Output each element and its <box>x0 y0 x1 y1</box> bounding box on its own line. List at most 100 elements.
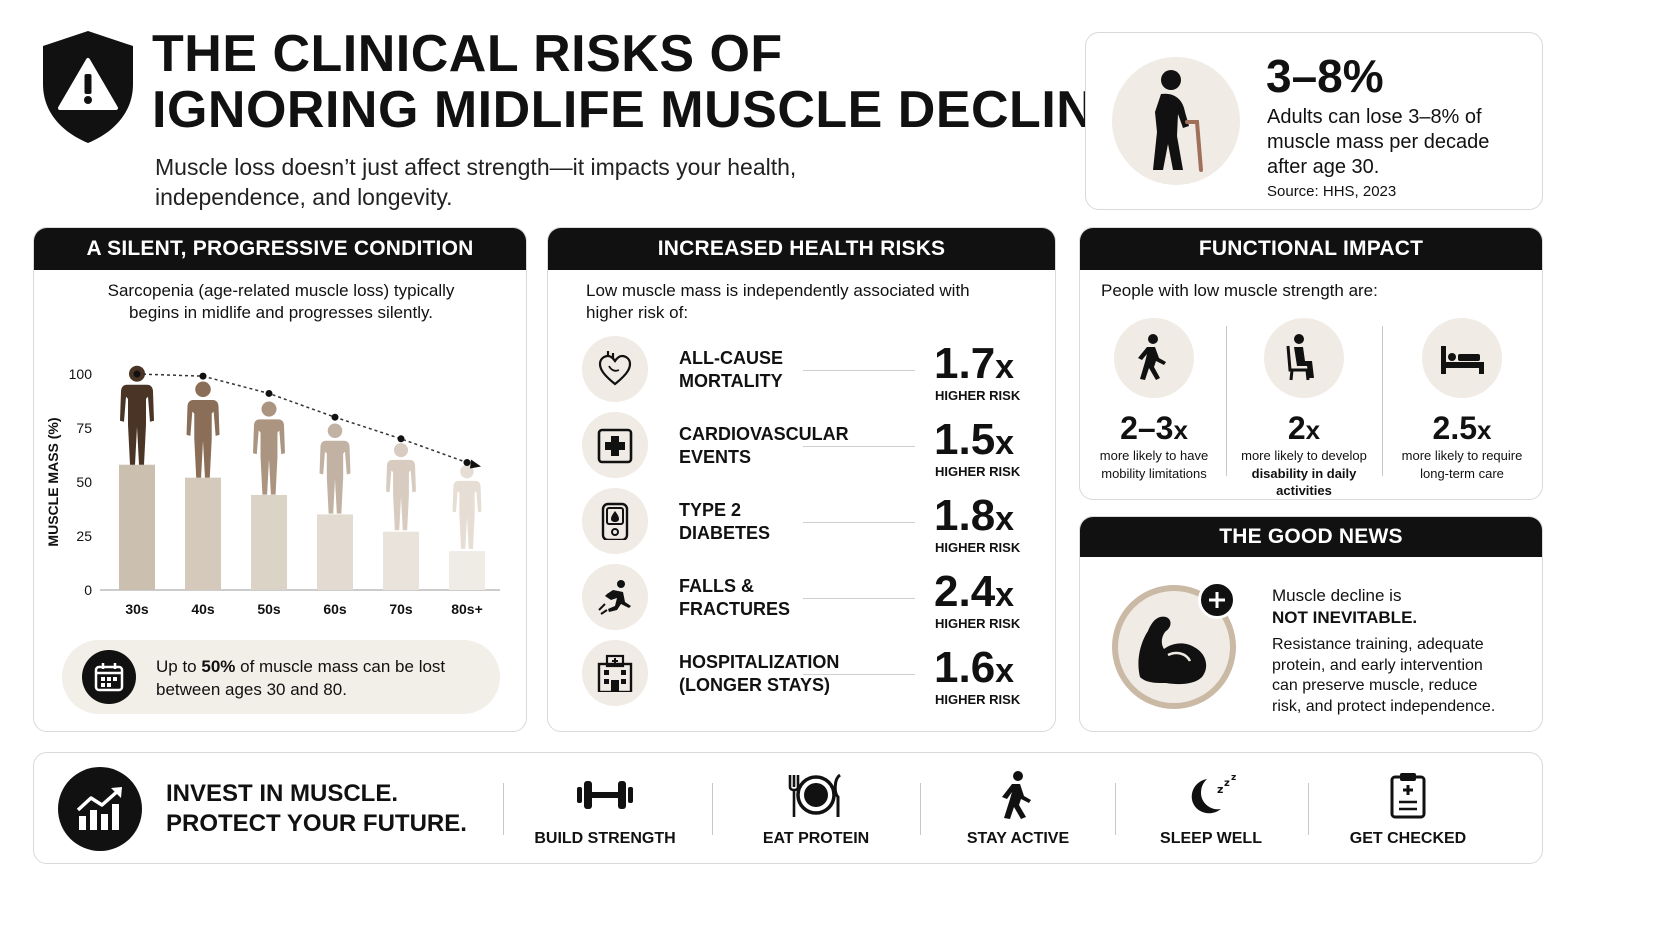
warning-shield-icon <box>43 31 133 143</box>
risk-label: ALL-CAUSE MORTALITY <box>679 347 783 394</box>
dumbbell-icon <box>575 771 635 821</box>
subtitle-line-1: Muscle loss doesn’t just affect strength… <box>155 154 797 180</box>
divider <box>503 783 504 835</box>
title-line-1: THE CLINICAL RISKS OF <box>152 25 783 83</box>
risk-label-line-1: FALLS & <box>679 576 754 596</box>
health-intro-2: higher risk of: <box>586 303 689 322</box>
walking-icon <box>988 771 1048 821</box>
risk-value-suffix: x <box>995 348 1015 386</box>
functional-description: more likely to require long-term care <box>1386 447 1538 482</box>
x-tick-label: 70s <box>389 601 413 617</box>
y-tick-label: 75 <box>76 420 92 436</box>
functional-value: 2–3x <box>1080 410 1229 446</box>
divider <box>920 783 921 835</box>
functional-value-suffix: x <box>1173 415 1188 445</box>
risk-value: 1.7x <box>934 342 1014 386</box>
risk-label-line-2: FRACTURES <box>679 599 790 620</box>
walking-person-icon <box>1114 318 1194 398</box>
person-figure <box>253 401 285 495</box>
person-figure <box>319 423 351 514</box>
callout-bold: 50% <box>201 657 236 676</box>
functional-desc-line: mobility limitations <box>1101 465 1207 481</box>
health-risks-panel: INCREASED HEALTH RISKS Low muscle mass i… <box>547 227 1056 732</box>
flexed-arm-plus-icon <box>1112 581 1236 709</box>
silent-text-2: begins in midlife and progresses silentl… <box>129 303 433 322</box>
plate-utensils-icon <box>786 771 846 821</box>
risk-value-number: 2.4 <box>934 567 996 616</box>
functional-intro: People with low muscle strength are: <box>1101 281 1378 300</box>
trend-point <box>265 389 273 397</box>
functional-desc-line: disability in daily <box>1251 465 1357 481</box>
risk-label-line-2: (LONGER STAYS) <box>679 675 831 696</box>
bar <box>251 494 287 590</box>
bar <box>185 477 221 590</box>
functional-value-number: 2–3 <box>1120 410 1174 446</box>
hospital-icon <box>582 640 648 706</box>
footer-banner: INVEST IN MUSCLE. PROTECT YOUR FUTURE. B… <box>33 752 1543 864</box>
functional-value-number: 2.5 <box>1432 410 1477 446</box>
y-tick-label: 50 <box>76 474 92 490</box>
risk-value-number: 1.8 <box>934 491 996 540</box>
svg-text:z: z <box>1217 783 1223 796</box>
risk-value-suffix: x <box>995 424 1015 462</box>
action-label: EAT PROTEIN <box>762 830 870 847</box>
x-tick-label: 30s <box>125 601 149 617</box>
trend-point <box>133 370 141 378</box>
risk-connector-line <box>803 674 915 675</box>
risk-unit: HIGHER RISK <box>935 388 1021 403</box>
stat-box: 3–8% Adults can lose 3–8% of muscle mass… <box>1085 32 1543 210</box>
person-figure <box>386 443 416 531</box>
functional-value: 2x <box>1229 412 1379 444</box>
risk-value: 1.5x <box>934 418 1014 462</box>
functional-value: 2.5x <box>1387 412 1537 444</box>
silent-panel-title: A SILENT, PROGRESSIVE CONDITION <box>34 228 526 270</box>
risk-connector-line <box>803 370 915 371</box>
silent-panel-text: Sarcopenia (age-related muscle loss) typ… <box>34 280 526 324</box>
health-panel-title: INCREASED HEALTH RISKS <box>548 228 1055 270</box>
silent-text-1: Sarcopenia (age-related muscle loss) typ… <box>107 281 455 300</box>
y-axis-label: MUSCLE MASS (%) <box>45 417 61 546</box>
risk-label-line-1: CARDIOVASCULAR <box>679 424 849 444</box>
action-label: BUILD STRENGTH <box>534 830 676 847</box>
action-label: SLEEP WELL <box>1160 830 1262 847</box>
person-figure <box>452 464 482 549</box>
clipboard-icon <box>1378 771 1438 821</box>
good-news-lead: Muscle decline is NOT INEVITABLE. <box>1272 585 1417 629</box>
risk-label-line-1: ALL-CAUSE <box>679 348 783 368</box>
functional-desc-line: more likely to have <box>1099 448 1209 463</box>
stat-description: Adults can lose 3–8% of muscle mass per … <box>1267 105 1489 180</box>
elderly-person-icon <box>1112 57 1240 185</box>
plus-icon <box>1198 581 1236 619</box>
functional-panel-title: FUNCTIONAL IMPACT <box>1080 228 1542 270</box>
divider <box>712 783 713 835</box>
good-news-line-2: NOT INEVITABLE. <box>1272 608 1418 627</box>
action-label: GET CHECKED <box>1349 830 1467 847</box>
good-news-body: Resistance training, adequate protein, a… <box>1272 635 1495 717</box>
functional-value-suffix: x <box>1305 415 1321 445</box>
risk-value-suffix: x <box>995 500 1015 538</box>
trend-arrowhead <box>470 459 481 469</box>
good-news-body-1: Resistance training, adequate <box>1272 636 1484 653</box>
trend-point <box>331 413 339 421</box>
bar <box>119 464 155 590</box>
risk-label-line-2: MORTALITY <box>679 371 783 392</box>
trend-point <box>199 372 207 380</box>
risk-label: TYPE 2 DIABETES <box>679 499 770 546</box>
silent-condition-panel: A SILENT, PROGRESSIVE CONDITION Sarcopen… <box>33 227 527 732</box>
x-tick-label: 50s <box>257 601 281 617</box>
risk-value: 1.8x <box>934 494 1014 538</box>
callout-suffix: of muscle mass can be lost <box>235 657 446 676</box>
svg-text:z: z <box>1224 778 1230 789</box>
risk-label: FALLS & FRACTURES <box>679 575 790 622</box>
heart-icon <box>582 336 648 402</box>
risk-label-line-2: DIABETES <box>679 523 771 544</box>
trend-point <box>463 459 471 467</box>
risk-connector-line <box>803 522 915 523</box>
stat-desc-2: muscle mass per decade <box>1267 131 1490 153</box>
calendar-icon <box>82 650 136 704</box>
risk-value-number: 1.7 <box>934 339 996 388</box>
risk-label-line-1: HOSPITALIZATION <box>679 652 840 672</box>
divider <box>1382 326 1383 476</box>
bed-icon <box>1422 318 1502 398</box>
callout-text: Up to 50% of muscle mass can be lost bet… <box>156 655 445 701</box>
